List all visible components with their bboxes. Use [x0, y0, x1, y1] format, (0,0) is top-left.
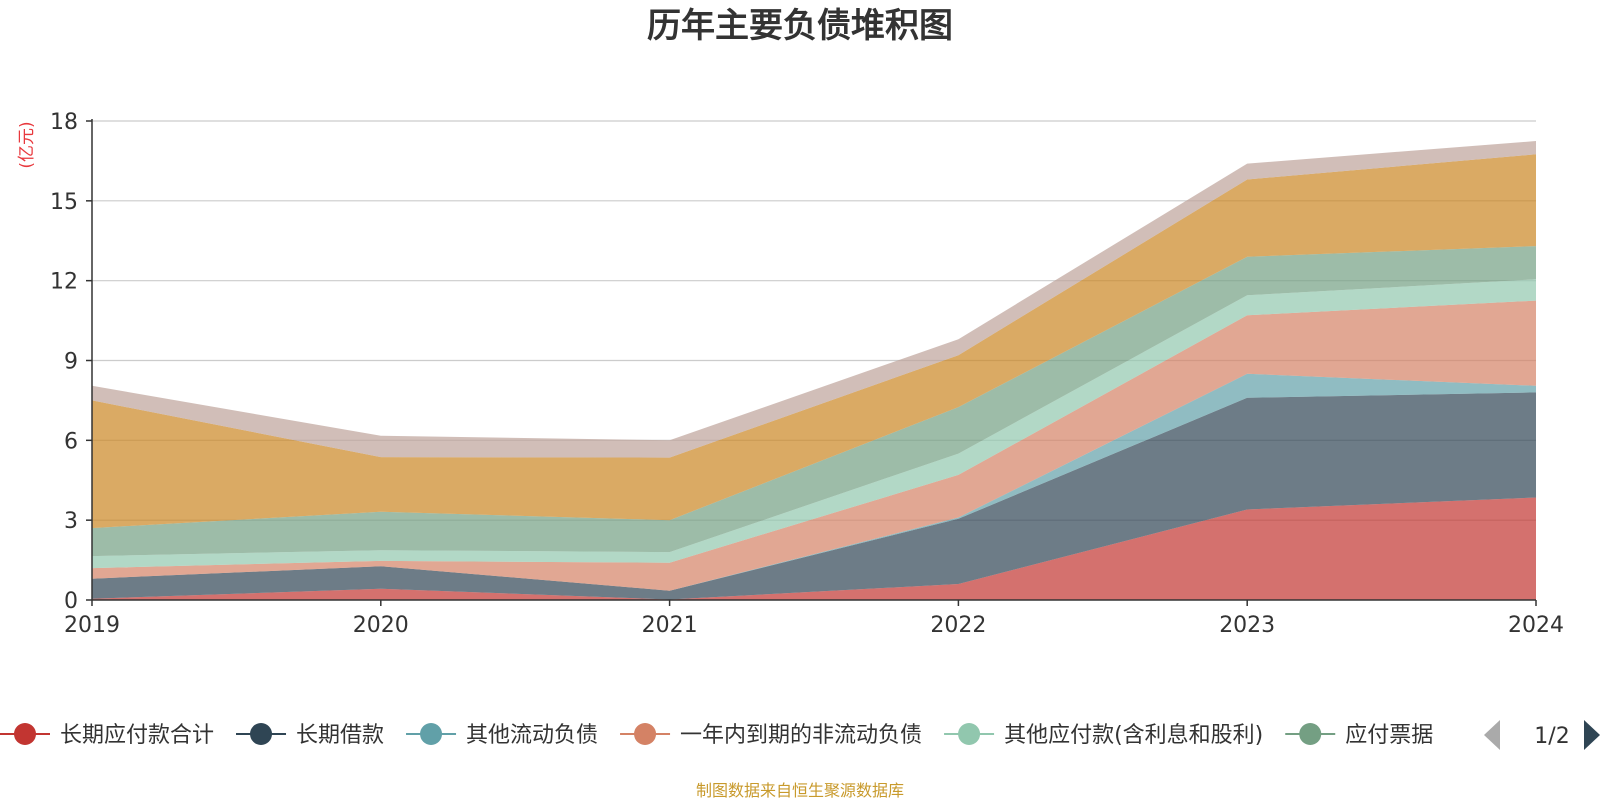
legend-item[interactable]: 长期应付款合计 [0, 723, 214, 748]
area-应付账款 [92, 154, 1536, 529]
legend-item[interactable]: 其他应付款(含利息和股利) [944, 723, 1263, 748]
legend-item[interactable]: 长期借款 [236, 723, 384, 748]
area-其他流动负债 [92, 373, 1536, 591]
legend-marker [250, 723, 273, 745]
area-长期应付款合计 [92, 497, 1536, 600]
legend-label: 一年内到期的非流动负债 [680, 723, 922, 748]
legend-marker [14, 723, 36, 745]
area-一年内到期的非流动负债 [92, 300, 1536, 591]
x-tick-label: 2019 [64, 613, 120, 638]
x-tick-label: 2024 [1508, 613, 1564, 638]
area-应付票据 [92, 246, 1536, 557]
axes: 0 3 6 9 12 15 18 2019 2020 2021 2022 2023 2024 [50, 110, 1564, 638]
area-series [92, 141, 1536, 600]
y-tick-label: 18 [50, 110, 78, 135]
x-tick-label: 2023 [1219, 613, 1275, 638]
legend-label: 其他流动负债 [466, 723, 598, 748]
legend-marker [634, 723, 657, 745]
legend-marker [420, 723, 443, 745]
area-其他应付款(含利息和股利) [92, 279, 1536, 569]
area-长期借款 [92, 392, 1536, 600]
legend-label: 长期应付款合计 [60, 723, 214, 748]
legend-next-icon[interactable] [1584, 720, 1600, 750]
x-tick-label: 2022 [930, 613, 986, 638]
source-note: 制图数据来自恒生聚源数据库 [696, 781, 904, 800]
legend-label: 其他应付款(含利息和股利) [1004, 723, 1263, 748]
legend-marker [1299, 723, 1322, 745]
y-tick-label: 9 [64, 350, 78, 375]
legend-item[interactable]: 一年内到期的非流动负债 [620, 723, 922, 748]
legend-item[interactable]: 应付票据 [1285, 723, 1433, 748]
area-其他 [92, 141, 1536, 458]
y-tick-label: 0 [64, 589, 78, 614]
chart-title: 历年主要负债堆积图 [647, 6, 953, 46]
y-tick-label: 6 [64, 429, 78, 454]
legend[interactable]: 长期应付款合计 长期借款 其他流动负债 一年内到期的非流动负债 其他应付款(含利息和股利… [0, 723, 1433, 748]
y-axis-unit: (亿元) [17, 121, 37, 168]
legend-prev-icon[interactable] [1484, 720, 1500, 750]
y-tick-label: 15 [50, 190, 78, 215]
legend-marker [958, 723, 981, 745]
legend-pager[interactable]: 1/2 [1484, 720, 1600, 750]
legend-label: 应付票据 [1345, 723, 1433, 748]
y-tick-label: 3 [64, 509, 78, 534]
legend-page-indicator: 1/2 [1534, 724, 1569, 749]
legend-label: 长期借款 [296, 723, 384, 748]
x-tick-label: 2021 [642, 613, 698, 638]
x-tick-label: 2020 [353, 613, 409, 638]
legend-item[interactable]: 其他流动负债 [406, 723, 598, 748]
y-tick-label: 12 [50, 270, 78, 295]
legend-items[interactable]: 长期应付款合计 长期借款 其他流动负债 一年内到期的非流动负债 其他应付款(含利息和股利… [0, 723, 1433, 748]
